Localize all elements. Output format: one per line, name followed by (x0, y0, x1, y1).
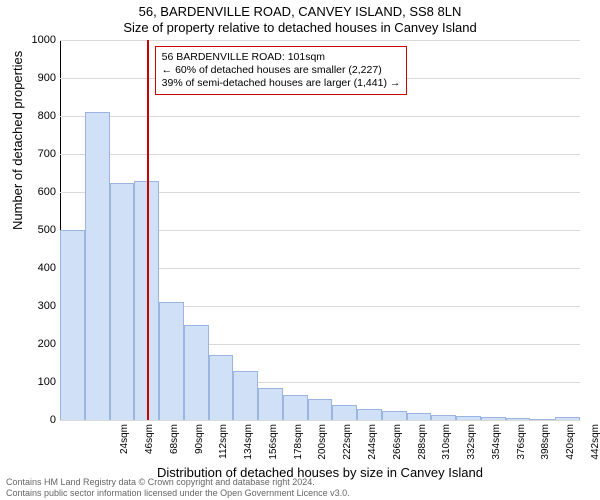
histogram-bar (110, 183, 135, 421)
footer-attribution: Contains HM Land Registry data © Crown c… (6, 477, 350, 498)
x-tick-label: 244sqm (367, 424, 378, 474)
histogram-bar (184, 325, 209, 420)
histogram-bar (283, 395, 308, 420)
y-tick-label: 800 (4, 110, 56, 122)
grid-line (60, 420, 580, 421)
annotation-line: 56 BARDENVILLE ROAD: 101sqm (162, 51, 401, 64)
histogram-bar (456, 416, 481, 420)
x-tick-label: 442sqm (590, 424, 600, 474)
y-tick-label: 900 (4, 72, 56, 84)
y-tick-label: 200 (4, 338, 56, 350)
y-tick-label: 1000 (4, 34, 56, 46)
histogram-bar (431, 415, 456, 420)
x-tick-label: 112sqm (218, 424, 229, 474)
x-tick-label: 200sqm (317, 424, 328, 474)
y-tick-label: 700 (4, 148, 56, 160)
y-tick-label: 600 (4, 186, 56, 198)
histogram-bar (332, 405, 357, 420)
histogram-bar (85, 112, 110, 420)
footer-line-1: Contains HM Land Registry data © Crown c… (6, 477, 350, 487)
plot-area: 56 BARDENVILLE ROAD: 101sqm← 60% of deta… (60, 40, 580, 420)
property-marker-line (147, 40, 149, 420)
y-tick-label: 0 (4, 414, 56, 426)
annotation-line: ← 60% of detached houses are smaller (2,… (162, 64, 401, 77)
histogram-bar (555, 417, 580, 420)
x-tick-label: 266sqm (392, 424, 403, 474)
histogram-bar (60, 230, 85, 420)
x-tick-label: 420sqm (565, 424, 576, 474)
chart-address-title: 56, BARDENVILLE ROAD, CANVEY ISLAND, SS8… (0, 4, 600, 19)
x-tick-label: 178sqm (293, 424, 304, 474)
x-tick-label: 310sqm (441, 424, 452, 474)
x-tick-label: 46sqm (144, 424, 155, 474)
property-annotation-box: 56 BARDENVILLE ROAD: 101sqm← 60% of deta… (155, 46, 408, 95)
histogram-bar (407, 413, 432, 420)
x-tick-label: 376sqm (516, 424, 527, 474)
grid-line (60, 40, 580, 41)
x-tick-label: 90sqm (194, 424, 205, 474)
x-tick-label: 222sqm (342, 424, 353, 474)
x-tick-label: 354sqm (491, 424, 502, 474)
histogram-bar (308, 399, 333, 420)
y-tick-label: 500 (4, 224, 56, 236)
grid-line (60, 116, 580, 117)
x-tick-label: 288sqm (417, 424, 428, 474)
x-tick-label: 68sqm (169, 424, 180, 474)
histogram-bar (382, 411, 407, 421)
y-tick-label: 400 (4, 262, 56, 274)
footer-line-2: Contains public sector information licen… (6, 488, 350, 498)
histogram-bar (209, 355, 234, 420)
histogram-bar (159, 302, 184, 420)
histogram-bar (233, 371, 258, 420)
annotation-line: 39% of semi-detached houses are larger (… (162, 77, 401, 90)
histogram-bar (481, 417, 506, 420)
grid-line (60, 154, 580, 155)
x-tick-label: 398sqm (540, 424, 551, 474)
histogram-bar (506, 418, 531, 420)
chart-subtitle: Size of property relative to detached ho… (0, 20, 600, 35)
x-tick-label: 156sqm (268, 424, 279, 474)
x-tick-label: 134sqm (243, 424, 254, 474)
x-tick-label: 332sqm (466, 424, 477, 474)
y-tick-label: 300 (4, 300, 56, 312)
chart-container: 56, BARDENVILLE ROAD, CANVEY ISLAND, SS8… (0, 0, 600, 500)
histogram-bar (530, 419, 555, 420)
histogram-bar (357, 409, 382, 420)
histogram-bar (258, 388, 283, 420)
x-tick-label: 24sqm (119, 424, 130, 474)
y-tick-label: 100 (4, 376, 56, 388)
